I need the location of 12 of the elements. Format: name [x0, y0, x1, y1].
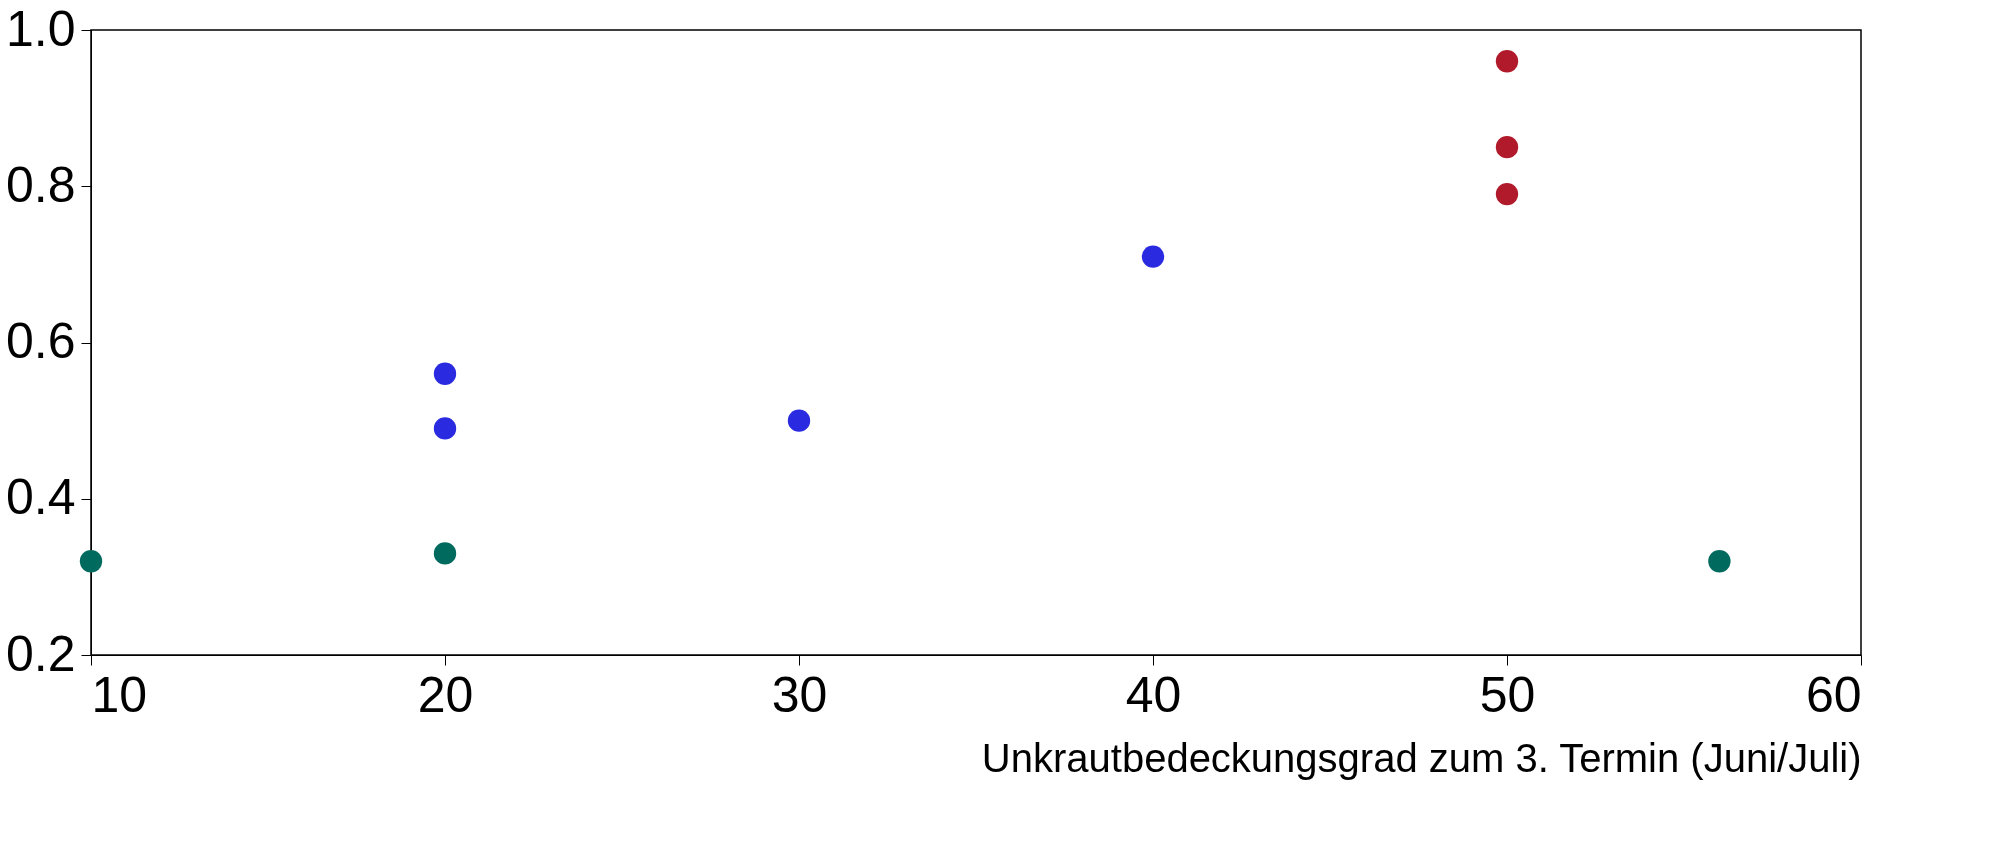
x-axis-title: Unkrautbedeckungsgrad zum 3. Termin (Juni/Juli) [981, 735, 1862, 780]
y-tick-label: 0.6 [5, 313, 76, 369]
y-tick-label: 0.2 [5, 625, 76, 682]
y-tick-label: 1.0 [5, 0, 76, 57]
x-tick-label: 20 [417, 666, 474, 723]
x-tick-label: 10 [91, 666, 148, 723]
y-tick-label: 0.8 [5, 156, 76, 213]
x-tick-label: 30 [771, 666, 828, 723]
x-tick-label: 60 [1805, 666, 1862, 723]
y-tick-label: 0.4 [5, 469, 76, 526]
x-tick-label: 50 [1479, 666, 1536, 723]
x-tick-label: 40 [1125, 666, 1182, 723]
